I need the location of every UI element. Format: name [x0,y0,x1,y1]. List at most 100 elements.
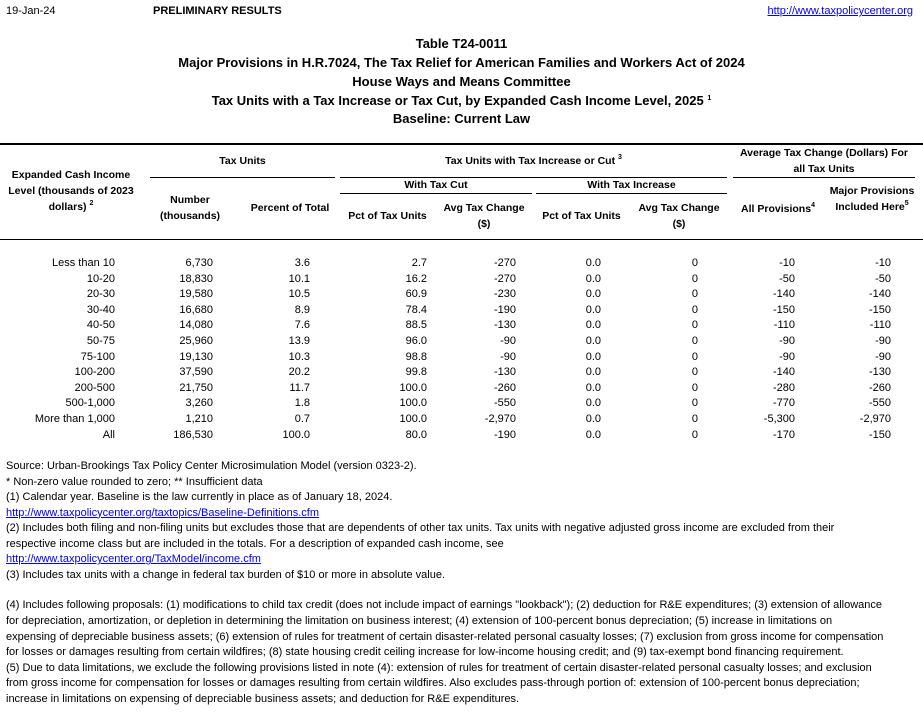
note: from gross income for compensation for l… [6,677,860,690]
cell: -130 [493,366,516,379]
cell: -170 [772,428,795,441]
cell: -150 [772,303,795,316]
column-header: Percent of Total [250,202,330,214]
cell: 25,960 [179,335,213,347]
cell: -10 [779,257,795,269]
column-header: Number (thousands) [159,194,221,222]
cell: -2,970 [859,413,891,425]
header-text: Major Provisions Included Here [829,185,915,213]
cell: 0 [691,272,698,285]
row-label: 200-500 [74,381,115,394]
cell: 99.8 [405,366,427,379]
rule [340,193,532,194]
cell: -90 [779,335,795,347]
note: (1) Calendar year. Baseline is the law c… [6,491,393,504]
cell: 98.8 [405,350,427,363]
cell: 1,210 [185,413,213,425]
note: (5) Due to data limitations, we exclude … [6,661,872,674]
cell: 0.0 [585,428,601,441]
note: expensing of depreciable business assets… [6,630,884,643]
cell: -110 [773,319,795,332]
cell: 0 [691,257,698,269]
cell: 0 [691,319,698,332]
cell: 20.2 [288,366,310,379]
cell: 8.9 [294,303,310,316]
column-header: All Provisions4 [733,201,823,217]
cell: 100.0 [399,413,427,425]
cell: 0 [691,381,698,394]
note-link[interactable]: http://www.taxpolicycenter.org/TaxModel/… [6,553,261,566]
rule [536,193,727,194]
cell: 16.2 [405,272,427,285]
rule [0,143,923,145]
cell: 80.0 [405,428,427,441]
column-group: Tax Units with Tax Increase or Cut 3 [340,153,727,169]
cell: 0.7 [294,413,310,425]
note: for depreciation, amortization, or deple… [6,614,833,627]
cell: -550 [868,397,891,410]
column-header: Avg Tax Change ($) [443,202,525,230]
rule [0,239,923,240]
column-header: Pct of Tax Units [348,210,427,222]
cell: 0 [691,413,698,425]
note: (2) Includes both filing and non-filing … [6,522,835,535]
site-link[interactable]: http://www.taxpolicycenter.org [767,5,913,17]
cell: -260 [868,381,891,394]
footnote-mark: 3 [618,154,622,161]
note: (4) Includes following proposals: (1) mo… [6,599,883,612]
footnote-mark: 4 [811,202,815,209]
cell: -270 [493,272,516,285]
table-id: Table T24-0011 [415,36,508,51]
row-label: 40-50 [86,319,115,332]
cell: -150 [868,428,891,441]
baseline: Baseline: Current Law [392,111,531,126]
cell: 0.0 [585,257,601,269]
cell: 19,580 [179,288,213,301]
cell: -150 [868,303,891,316]
cell: 0.0 [585,366,601,379]
cell: -260 [493,381,516,394]
cell: -130 [868,366,891,379]
cell: 78.4 [405,303,427,316]
cell: -130 [493,319,516,332]
cell: 100.0 [399,381,427,394]
title: Major Provisions in H.R.7024, The Tax Re… [178,55,745,70]
column-header: Avg Tax Change ($) [638,202,720,230]
note-link[interactable]: http://www.taxpolicycenter.org/taxtopics… [6,506,320,519]
cell: -550 [493,397,516,410]
row-label: 20-30 [86,288,115,301]
cell: -90 [875,335,891,347]
cell: 0 [691,303,698,316]
column-header: Pct of Tax Units [542,210,621,222]
column-group: With Tax Increase [587,179,676,191]
note: for losses or damages resulting from cer… [6,646,844,659]
cell: 16,680 [179,303,213,316]
note: increase in limitations on expensing of … [6,692,520,705]
cell: 2.7 [411,257,427,269]
cell: 0 [691,335,698,347]
cell: 0 [691,397,698,410]
cell: 10.1 [288,272,310,285]
cell: 21,750 [179,381,213,394]
note: * Non-zero value rounded to zero; ** Ins… [6,475,263,488]
row-label: 10-20 [86,272,115,285]
row-label: 500-1,000 [65,397,115,410]
row-label: 100-200 [74,366,115,379]
cell: -90 [500,350,516,363]
row-label: 75-100 [80,350,115,363]
header-text: Tax Units with Tax Increase or Cut [445,155,616,167]
cell: 186,530 [173,428,213,441]
row-label: Less than 10 [52,257,115,269]
row-label: More than 1,000 [34,413,115,425]
cell: 6,730 [185,257,213,269]
cell: -140 [772,366,795,379]
subtitle-text: Tax Units with a Tax Increase or Tax Cut… [211,93,704,108]
cell: -280 [772,381,795,394]
cell: 88.5 [405,319,427,332]
cell: 10.5 [288,288,310,301]
cell: -230 [493,288,516,301]
footnote-mark: 2 [89,200,94,207]
cell: 0 [691,350,698,363]
rule [340,177,727,178]
cell: 0.0 [585,381,601,394]
